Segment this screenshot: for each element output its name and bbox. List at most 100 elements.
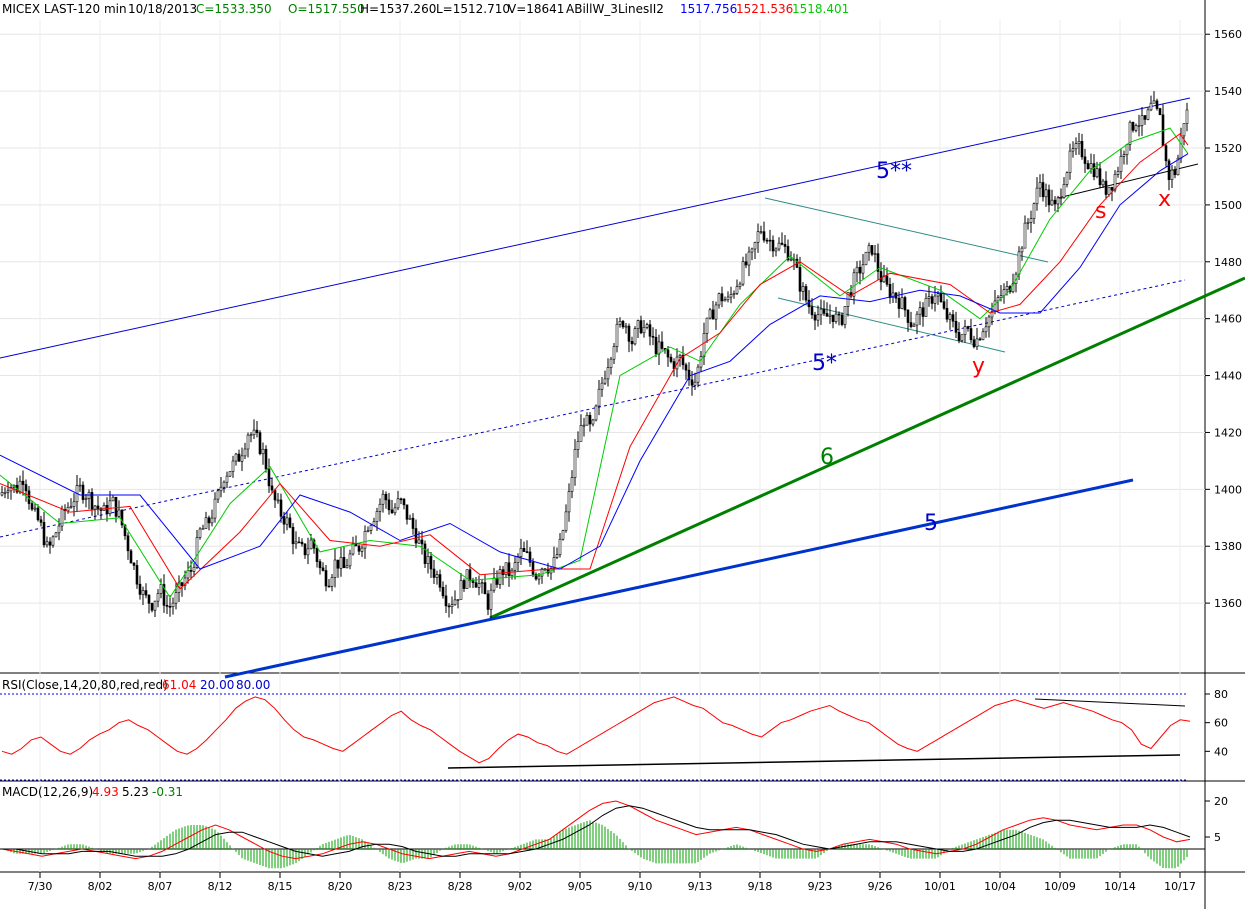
candle-body xyxy=(681,354,685,366)
candle-body xyxy=(48,541,52,546)
candle-body xyxy=(582,424,586,427)
candle-body xyxy=(723,299,727,302)
candle-body xyxy=(117,509,121,517)
candle-body xyxy=(261,448,265,455)
candle-body xyxy=(231,460,235,472)
price-candles xyxy=(0,91,1189,619)
dotted-channel-line xyxy=(0,279,1186,538)
candle-body xyxy=(1050,199,1054,206)
candle-body xyxy=(270,485,274,491)
candle-body xyxy=(726,296,730,300)
candle-body xyxy=(393,507,397,514)
candle-body xyxy=(189,570,193,572)
candle-body xyxy=(1017,251,1021,275)
candle-body xyxy=(351,543,355,555)
candle-body xyxy=(1134,125,1138,131)
y-tick-label: 1520 xyxy=(1214,142,1242,155)
candle-body xyxy=(39,519,43,523)
header-high: H=1537.260 xyxy=(360,2,436,16)
rsi-tick-label: 60 xyxy=(1214,717,1228,730)
candle-body xyxy=(597,388,601,407)
candle-body xyxy=(51,536,55,546)
candle-body xyxy=(1020,247,1024,253)
candle-body xyxy=(579,425,583,442)
candle-body xyxy=(666,349,670,358)
candle-body xyxy=(744,261,748,266)
price-header: MICEX LAST-120 min 10/18/2013 C=1533.350… xyxy=(0,0,850,18)
candle-body xyxy=(1158,108,1162,116)
x-tick-label: 9/05 xyxy=(568,880,593,893)
candle-body xyxy=(1095,168,1099,178)
candle-body xyxy=(639,320,643,334)
candle-body xyxy=(537,575,541,580)
candle-body xyxy=(1074,143,1078,150)
candle-body xyxy=(900,297,904,309)
candle-body xyxy=(69,506,73,508)
candle-body xyxy=(897,297,901,309)
candle-body xyxy=(585,415,589,426)
candle-body xyxy=(291,526,295,545)
x-axis-ticks: 7/30 8/02 8/07 8/12 8/15 8/20 8/23 8/28 9/02 9/05… xyxy=(28,872,1196,893)
candle-body xyxy=(129,550,133,564)
candle-body xyxy=(1107,186,1111,195)
candle-body xyxy=(1122,154,1126,157)
y-tick-label: 1420 xyxy=(1214,426,1242,439)
candle-body xyxy=(1143,115,1147,120)
candle-body xyxy=(294,541,298,545)
candle-body xyxy=(621,320,625,328)
candle-body xyxy=(684,364,688,371)
candle-body xyxy=(333,559,337,578)
candle-body xyxy=(1179,135,1183,159)
candle-body xyxy=(864,251,868,266)
blue-trendline-5 xyxy=(224,478,1134,679)
candle-body xyxy=(588,415,592,425)
candle-body xyxy=(138,583,142,595)
macd-value: 4.93 xyxy=(92,785,119,799)
candle-body xyxy=(450,604,454,608)
candle-body xyxy=(603,378,607,384)
candle-body xyxy=(963,326,967,335)
candle-body xyxy=(570,477,574,492)
candle-body xyxy=(432,568,436,578)
candle-body xyxy=(9,486,13,492)
rsi-low-level: 20.00 xyxy=(200,678,234,692)
macd-hist-value: -0.31 xyxy=(152,785,183,799)
candle-body xyxy=(402,498,406,506)
candle-body xyxy=(1092,163,1096,178)
y-tick-label: 1480 xyxy=(1214,256,1242,269)
candle-body xyxy=(306,548,310,556)
macd-tick-label: 20 xyxy=(1214,795,1228,808)
candle-body xyxy=(84,498,88,500)
candle-body xyxy=(789,258,793,261)
header-indicator: ABillW_3LinesII2 xyxy=(566,2,664,16)
candle-body xyxy=(1149,102,1153,111)
candle-body xyxy=(615,323,619,347)
candle-body xyxy=(813,314,817,321)
macd-signal-line xyxy=(2,805,1191,857)
candle-body xyxy=(1038,182,1042,189)
candle-body xyxy=(204,517,208,529)
candle-body xyxy=(633,328,637,345)
candle-body xyxy=(690,379,694,386)
ma-line-green xyxy=(0,127,1189,599)
candle-body xyxy=(852,272,856,297)
candle-body xyxy=(810,306,814,316)
candle-body xyxy=(495,577,499,585)
candle-body xyxy=(921,307,925,317)
candle-body xyxy=(1140,115,1144,126)
header-volume: V=18641 xyxy=(508,2,564,16)
candle-body xyxy=(648,324,652,337)
candle-body xyxy=(777,242,781,250)
candle-body xyxy=(93,505,97,510)
candle-body xyxy=(702,333,706,357)
candle-body xyxy=(966,326,970,329)
candle-body xyxy=(105,505,109,515)
candle-body xyxy=(330,577,334,587)
candle-body xyxy=(456,599,460,601)
candle-body xyxy=(717,293,721,306)
candle-body xyxy=(108,500,112,515)
candle-body xyxy=(279,499,283,517)
candle-body xyxy=(156,593,160,602)
candle-body xyxy=(237,453,241,462)
